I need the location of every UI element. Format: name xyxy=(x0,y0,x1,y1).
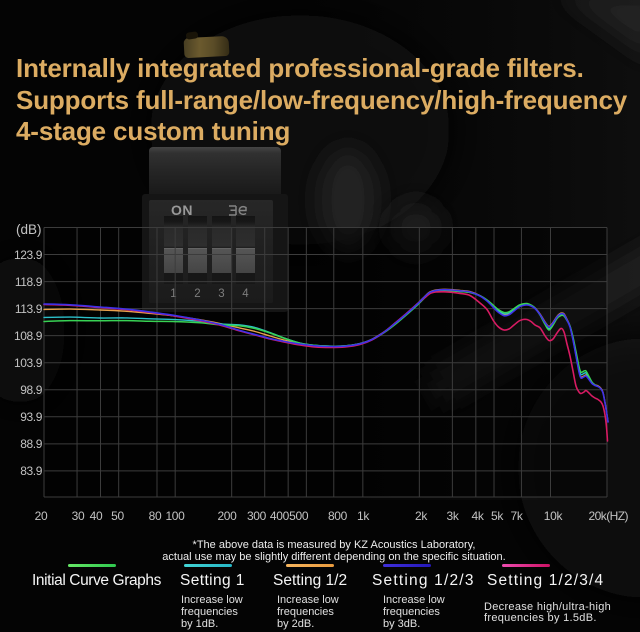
svg-text:2k: 2k xyxy=(415,509,428,523)
svg-text:108.9: 108.9 xyxy=(14,329,43,343)
svg-text:123.9: 123.9 xyxy=(14,248,43,262)
svg-text:300: 300 xyxy=(247,509,267,523)
svg-text:7k: 7k xyxy=(510,509,523,523)
svg-text:5k: 5k xyxy=(491,509,504,523)
svg-text:40: 40 xyxy=(90,509,103,523)
svg-text:400: 400 xyxy=(270,509,290,523)
svg-text:98.9: 98.9 xyxy=(20,383,42,397)
svg-text:100: 100 xyxy=(165,509,185,523)
svg-text:4k: 4k xyxy=(471,509,484,523)
svg-text:50: 50 xyxy=(111,509,124,523)
svg-text:30: 30 xyxy=(72,509,85,523)
svg-text:10k: 10k xyxy=(544,509,564,523)
svg-text:1k: 1k xyxy=(357,509,370,523)
svg-text:(dB): (dB) xyxy=(16,222,42,237)
svg-text:500: 500 xyxy=(289,509,309,523)
svg-text:20k(HZ): 20k(HZ) xyxy=(589,509,629,523)
svg-text:80: 80 xyxy=(149,509,162,523)
svg-text:3k: 3k xyxy=(446,509,459,523)
svg-text:20: 20 xyxy=(35,509,48,523)
svg-text:103.9: 103.9 xyxy=(14,356,43,370)
svg-text:118.9: 118.9 xyxy=(15,275,43,289)
svg-text:200: 200 xyxy=(217,509,237,523)
svg-text:88.9: 88.9 xyxy=(20,437,42,451)
svg-text:93.9: 93.9 xyxy=(20,410,42,424)
svg-text:113.9: 113.9 xyxy=(15,302,43,316)
svg-text:83.9: 83.9 xyxy=(20,464,42,478)
svg-text:800: 800 xyxy=(328,509,348,523)
